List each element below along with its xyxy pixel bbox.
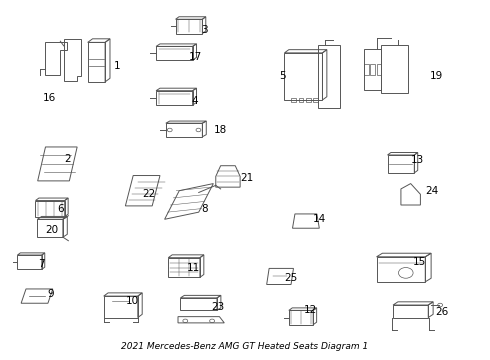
Text: 8: 8 [201,203,208,213]
Text: 9: 9 [48,289,54,299]
Text: 18: 18 [213,125,226,135]
Text: 11: 11 [187,262,200,273]
Text: 5: 5 [279,71,286,81]
Text: 26: 26 [435,307,448,317]
Text: 24: 24 [425,186,439,196]
Text: 1: 1 [114,61,120,71]
Text: 7: 7 [38,259,45,269]
Text: 4: 4 [192,96,198,107]
Text: 23: 23 [211,302,224,312]
Text: 2021 Mercedes-Benz AMG GT Heated Seats Diagram 1: 2021 Mercedes-Benz AMG GT Heated Seats D… [122,342,368,351]
Text: 17: 17 [189,52,202,62]
Text: 10: 10 [125,296,139,306]
Text: 22: 22 [143,189,156,199]
Text: 13: 13 [411,156,424,165]
Text: 2: 2 [65,154,72,163]
Text: 20: 20 [45,225,58,235]
Text: 14: 14 [313,214,326,224]
Text: 19: 19 [430,71,443,81]
Text: 15: 15 [413,257,426,267]
Text: 25: 25 [284,273,297,283]
Text: 3: 3 [201,25,208,35]
Text: 6: 6 [57,203,64,213]
Text: 12: 12 [303,305,317,315]
Text: 16: 16 [43,93,56,103]
Text: 21: 21 [240,173,253,183]
